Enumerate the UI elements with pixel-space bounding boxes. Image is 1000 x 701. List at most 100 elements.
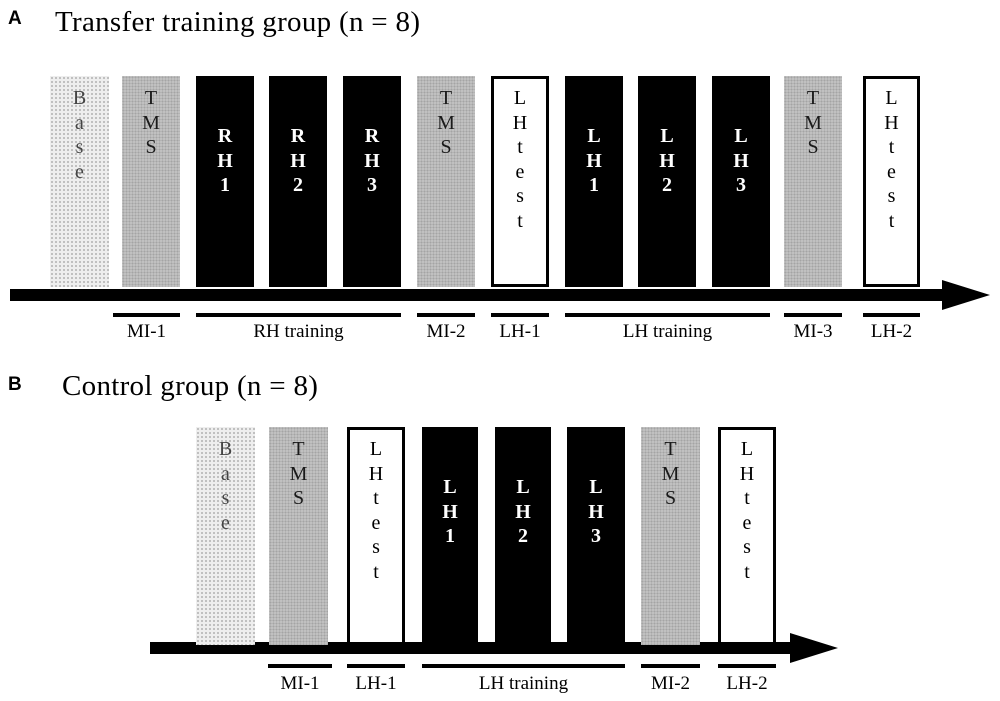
block-char: H — [364, 149, 380, 172]
panel-a-letter: A — [8, 8, 22, 29]
block-char: M — [289, 462, 308, 485]
phase-label: LH training — [478, 673, 569, 694]
block-char: 2 — [293, 174, 303, 196]
block-char: 1 — [220, 174, 230, 196]
block-char: T — [664, 438, 677, 460]
block-char: H — [290, 149, 306, 172]
panel-b-title: Control group (n = 8) — [62, 370, 319, 402]
block-char: H — [442, 500, 458, 523]
block-char: t — [888, 209, 895, 232]
block-char: L — [589, 476, 603, 498]
phase-label: RH training — [253, 321, 344, 342]
block-char: e — [221, 511, 230, 534]
phase-label: LH-1 — [499, 321, 541, 342]
block-char: H — [515, 500, 531, 523]
block-char: L — [740, 438, 754, 460]
block-char: H — [368, 462, 384, 485]
block-char: S — [664, 487, 677, 509]
phase-bar — [641, 664, 700, 668]
block-char: a — [75, 111, 84, 134]
block-char: L — [587, 125, 601, 147]
block-char: H — [588, 500, 604, 523]
block-char: 1 — [445, 525, 455, 547]
block-char: B — [218, 438, 233, 460]
block-char: M — [437, 111, 455, 134]
block-char: s — [743, 536, 751, 558]
block-char: H — [217, 149, 233, 172]
block-char: H — [586, 149, 602, 172]
block-char: B — [72, 87, 87, 109]
block-char: T — [806, 87, 820, 109]
block-char: R — [364, 125, 380, 147]
block-char: L — [885, 87, 898, 109]
block-char: 3 — [736, 174, 746, 196]
arrow-shaft — [10, 289, 944, 301]
block-char: a — [221, 462, 230, 485]
phase-label: LH training — [622, 321, 713, 342]
block-char: H — [884, 111, 899, 134]
phase-bar — [863, 313, 920, 317]
block-char: t — [744, 560, 750, 583]
block-char: s — [372, 536, 380, 558]
phase-bar — [422, 664, 625, 668]
phase-label: MI-1 — [280, 673, 320, 694]
block-char: L — [513, 87, 527, 109]
phase-bar — [196, 313, 401, 317]
phase-label: LH-2 — [726, 673, 768, 694]
block-char: M — [142, 111, 160, 134]
block-char: S — [292, 487, 305, 509]
block-char: t — [373, 560, 379, 583]
phase-bar — [784, 313, 842, 317]
block-char: S — [807, 136, 819, 158]
block-char: t — [744, 487, 750, 509]
arrow-head — [942, 280, 990, 310]
block-char: T — [292, 438, 305, 460]
phase-bar — [417, 313, 475, 317]
phase-label: MI-2 — [650, 673, 691, 694]
block-char: S — [145, 136, 157, 158]
block-char: t — [517, 136, 523, 158]
block-char: 3 — [367, 174, 377, 196]
block-char: t — [888, 136, 895, 158]
block-char: e — [515, 160, 525, 183]
block-char: t — [373, 487, 379, 509]
block-char: S — [440, 136, 452, 158]
block-char: 3 — [591, 525, 601, 547]
block-char: 1 — [589, 174, 599, 196]
phase-label: LH-2 — [870, 321, 913, 342]
block-char: e — [371, 511, 381, 534]
phase-label: LH-1 — [355, 673, 397, 694]
block-char: s — [887, 185, 896, 207]
block-char: L — [443, 476, 457, 498]
phase-bar — [565, 313, 770, 317]
block-char: e — [75, 160, 84, 183]
phase-bar — [491, 313, 549, 317]
panel-b-letter: B — [8, 374, 22, 395]
block-char: L — [734, 125, 748, 147]
block-char: s — [516, 185, 524, 207]
block-char: 2 — [662, 174, 672, 196]
block-char: L — [369, 438, 383, 460]
phase-label: MI-3 — [793, 321, 833, 342]
block-char: s — [75, 136, 84, 158]
panel-a-title: Transfer training group (n = 8) — [55, 6, 421, 38]
block-char: R — [290, 125, 306, 147]
